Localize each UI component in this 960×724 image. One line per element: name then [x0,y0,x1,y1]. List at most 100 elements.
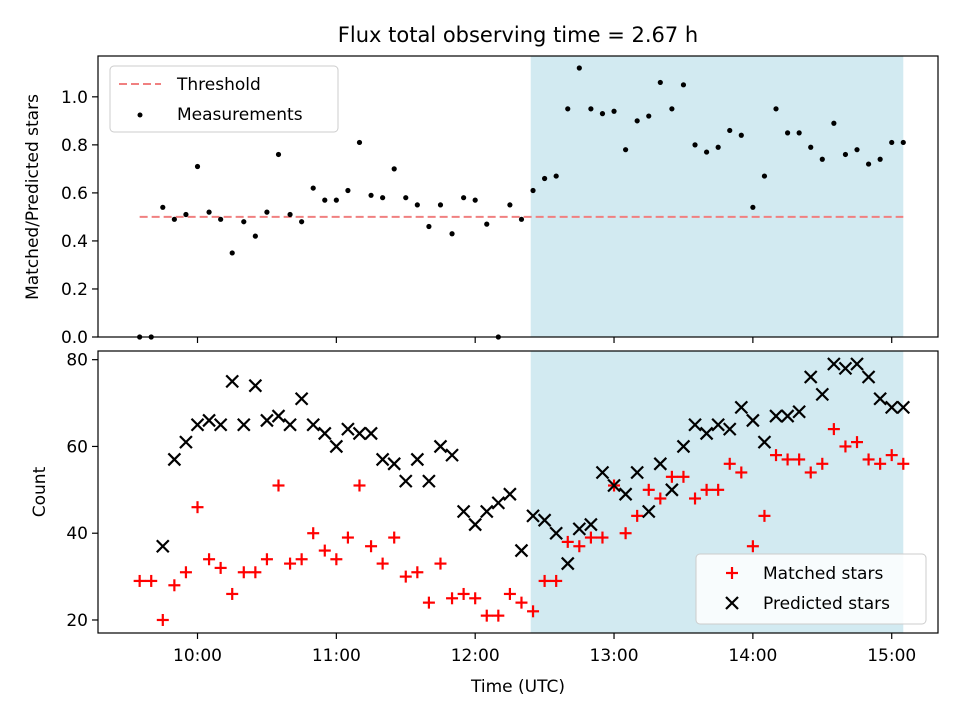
predicted-star-marker [317,426,332,441]
predicted-star-marker [595,465,610,480]
measurement-point [229,250,235,256]
predicted-star-marker [618,487,633,501]
predicted-star-marker [549,526,563,540]
measurement-point [264,209,270,215]
matched-star-marker [353,479,366,492]
matched-star-marker [654,492,667,505]
matched-star-marker [712,483,725,496]
predicted-star-marker [433,439,448,454]
predicted-star-marker [225,374,239,389]
measurement-point [669,106,675,112]
measurement-point [553,173,559,179]
predicted-star-marker [537,513,552,527]
measurement-point [715,144,721,150]
top-legend: Threshold Measurements [109,65,339,133]
predicted-star-marker [352,426,367,441]
measurement-point [773,106,779,112]
xtick-label: 14:00 [728,646,777,666]
predicted-star-marker [341,422,355,436]
measurement-point [623,147,629,153]
measurement-point [588,106,594,112]
bottom-ytick-label: 80 [66,351,88,371]
measurement-point [183,211,189,218]
x-axis-label: Time (UTC) [470,677,565,697]
matched-star-marker [538,574,551,587]
measurement-point [854,147,860,153]
predicted-star-marker [422,474,436,488]
predicted-legend-swatch [725,596,739,610]
matched-star-marker [399,570,412,583]
bottom-legend-box [695,553,927,625]
matched-star-marker [874,457,887,470]
matched-star-marker [365,540,378,553]
matched-star-marker [770,449,783,462]
matched-star-marker [492,609,505,622]
predicted-star-marker [156,539,170,554]
measurement-point [275,151,282,158]
matched-star-marker [203,553,216,566]
matched-star-marker [307,527,320,540]
measurement-point [565,106,571,112]
predicted-star-marker [838,361,853,376]
predicted-star-marker [665,483,679,497]
predicted-star-marker [746,413,760,428]
measurement-point [692,142,698,148]
predicted-star-marker [190,417,205,432]
measurement-point [680,82,687,88]
matched-star-marker [700,483,713,496]
matched-star-marker [596,531,609,544]
matched-star-marker [550,574,563,587]
predicted-star-marker [248,378,263,393]
matched-star-marker [237,566,250,579]
matched-star-marker [746,540,759,553]
matched-star-marker [561,535,574,548]
matched-star-marker [758,509,771,522]
matched-star-marker [839,440,852,453]
matched-star-marker [226,587,239,600]
predicted-star-marker [734,400,749,415]
predicted-star-marker [572,522,587,536]
matched-star-marker [469,592,482,605]
measurement-point [703,149,710,155]
measurement-point [437,202,444,208]
matched-star-marker [145,574,158,587]
measurement-point [403,195,409,201]
top-ytick-label: 0.6 [61,184,88,204]
predicted-star-marker [491,496,506,510]
measurement-point [889,139,895,146]
matched-star-marker [168,579,181,592]
predicted-star-marker [526,509,540,523]
measurement-point [518,216,525,222]
measurement-point [322,197,328,203]
matched-star-marker [827,423,840,436]
predicted-star-marker [861,370,876,384]
predicted-star-marker [213,417,228,432]
matched-star-marker [665,470,678,483]
measurement-point [761,173,768,179]
matched-star-marker [804,466,817,479]
measurement-point [542,175,548,182]
predicted-star-marker [769,409,783,423]
predicted-star-marker [294,391,309,406]
predicted-star-marker [653,457,668,471]
predicted-star-marker [722,422,737,436]
predicted-star-marker [815,387,830,402]
measurement-point [634,118,640,124]
matched-legend-swatch [726,567,738,579]
matched-star-marker [619,527,632,540]
matched-star-marker [862,453,875,466]
measurement-point [831,120,837,126]
matched-star-marker [191,501,204,514]
measurement-point [414,202,420,208]
predicted-star-marker [560,556,575,571]
measurement-point [345,187,351,194]
top-ytick-label: 0.2 [61,280,88,300]
measurement-point [808,144,814,150]
predicted-star-marker [456,504,471,519]
measurement-point [356,139,363,146]
xtick-label: 12:00 [451,646,500,666]
matched-star-marker [735,466,748,479]
top-y-axis-label: Matched/Predicted stars [23,94,43,300]
matched-star-marker [677,470,690,483]
matched-star-marker [179,566,192,579]
